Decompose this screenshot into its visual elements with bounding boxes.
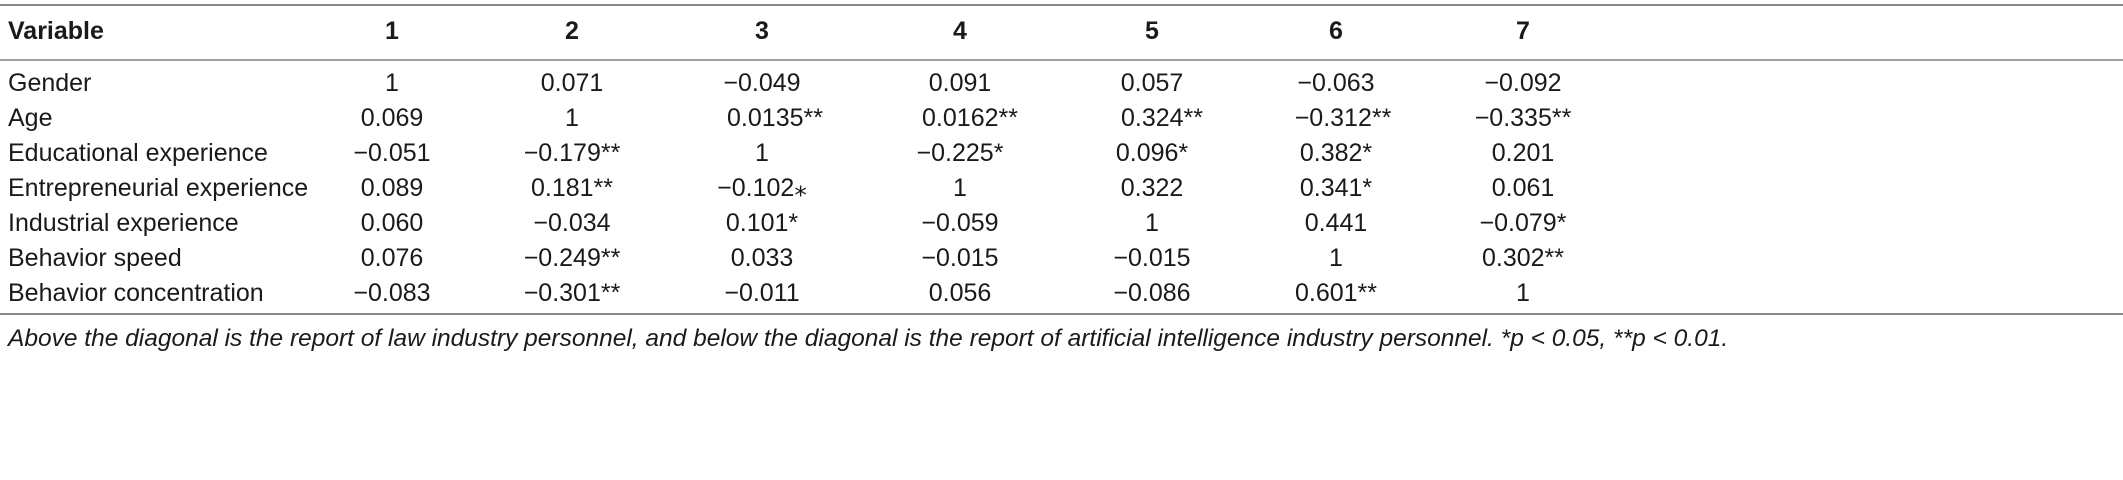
header-col-4: 4 <box>953 17 967 45</box>
table-cell: −0.034 <box>533 209 611 237</box>
table-cell: 1 <box>1516 279 1530 307</box>
table-cell: 0.033 <box>730 244 794 272</box>
table-cell: 0.601** <box>1294 279 1378 307</box>
table-cell: 0.324** <box>1120 104 1204 132</box>
table-cell: −0.011 <box>724 279 800 307</box>
table-cell: 0.056 <box>928 279 992 307</box>
row-label: Behavior speed <box>8 244 182 272</box>
table-cell: −0.049 <box>723 69 801 97</box>
header-variable: Variable <box>8 17 104 45</box>
header-col-6: 6 <box>1329 17 1343 45</box>
table-cell: 0.0162** <box>922 104 1018 132</box>
table-cell: 0.0135** <box>727 104 823 132</box>
table-cell: −0.015 <box>921 244 999 272</box>
header-col-5: 5 <box>1145 17 1159 45</box>
table-cell: 1 <box>1145 209 1159 237</box>
table-cell: −0.102⁎ <box>717 174 807 202</box>
table-cell: −0.301** <box>523 279 621 307</box>
table-cell: −0.179** <box>523 139 621 167</box>
header-col-2: 2 <box>565 17 579 45</box>
header-col-7: 7 <box>1516 17 1530 45</box>
table-cell: 0.441 <box>1304 209 1368 237</box>
table-cell: 0.057 <box>1120 69 1184 97</box>
table-cell: −0.051 <box>353 139 431 167</box>
row-label: Industrial experience <box>8 209 239 237</box>
table-cell: −0.092 <box>1484 69 1562 97</box>
table-cell: 0.181** <box>530 174 614 202</box>
header-col-3: 3 <box>755 17 769 45</box>
table-cell: 0.341* <box>1299 174 1373 202</box>
table-cell: 1 <box>755 139 769 167</box>
table-footnote: Above the diagonal is the report of law … <box>8 325 1729 352</box>
table-cell: −0.063 <box>1297 69 1375 97</box>
table-cell: −0.249** <box>523 244 621 272</box>
table-cell: 0.061 <box>1491 174 1555 202</box>
table-cell: 0.201 <box>1491 139 1555 167</box>
row-label: Entrepreneurial experience <box>8 174 309 202</box>
table-cell: −0.312** <box>1294 104 1392 132</box>
table-cell: −0.086 <box>1113 279 1191 307</box>
table-cell: −0.015 <box>1113 244 1191 272</box>
table-bottom-rule <box>0 313 2123 315</box>
table-cell: −0.225* <box>916 139 1004 167</box>
table-cell: −0.083 <box>353 279 431 307</box>
row-label: Gender <box>8 69 92 97</box>
table-cell: −0.079* <box>1479 209 1567 237</box>
table-header-rule <box>0 59 2123 61</box>
table-cell: 0.060 <box>360 209 424 237</box>
table-top-rule <box>0 4 2123 6</box>
table-cell: 1 <box>1329 244 1343 272</box>
table-cell: 0.076 <box>360 244 424 272</box>
table-cell: 0.091 <box>928 69 992 97</box>
table-cell: −0.059 <box>921 209 999 237</box>
table-cell: 0.101* <box>725 209 799 237</box>
row-label: Age <box>8 104 53 132</box>
row-label: Educational experience <box>8 139 268 167</box>
table-cell: 0.382* <box>1299 139 1373 167</box>
table-cell: 0.069 <box>360 104 424 132</box>
table-cell: 1 <box>385 69 399 97</box>
table-cell: 0.096* <box>1115 139 1189 167</box>
table-cell: 1 <box>565 104 579 132</box>
table-cell: 0.071 <box>540 69 604 97</box>
row-label: Behavior concentration <box>8 279 264 307</box>
header-col-1: 1 <box>385 17 399 45</box>
table-cell: 0.089 <box>360 174 424 202</box>
table-cell: 1 <box>953 174 967 202</box>
table-cell: 0.302** <box>1481 244 1565 272</box>
table-cell: −0.335** <box>1474 104 1572 132</box>
table-cell: 0.322 <box>1120 174 1184 202</box>
